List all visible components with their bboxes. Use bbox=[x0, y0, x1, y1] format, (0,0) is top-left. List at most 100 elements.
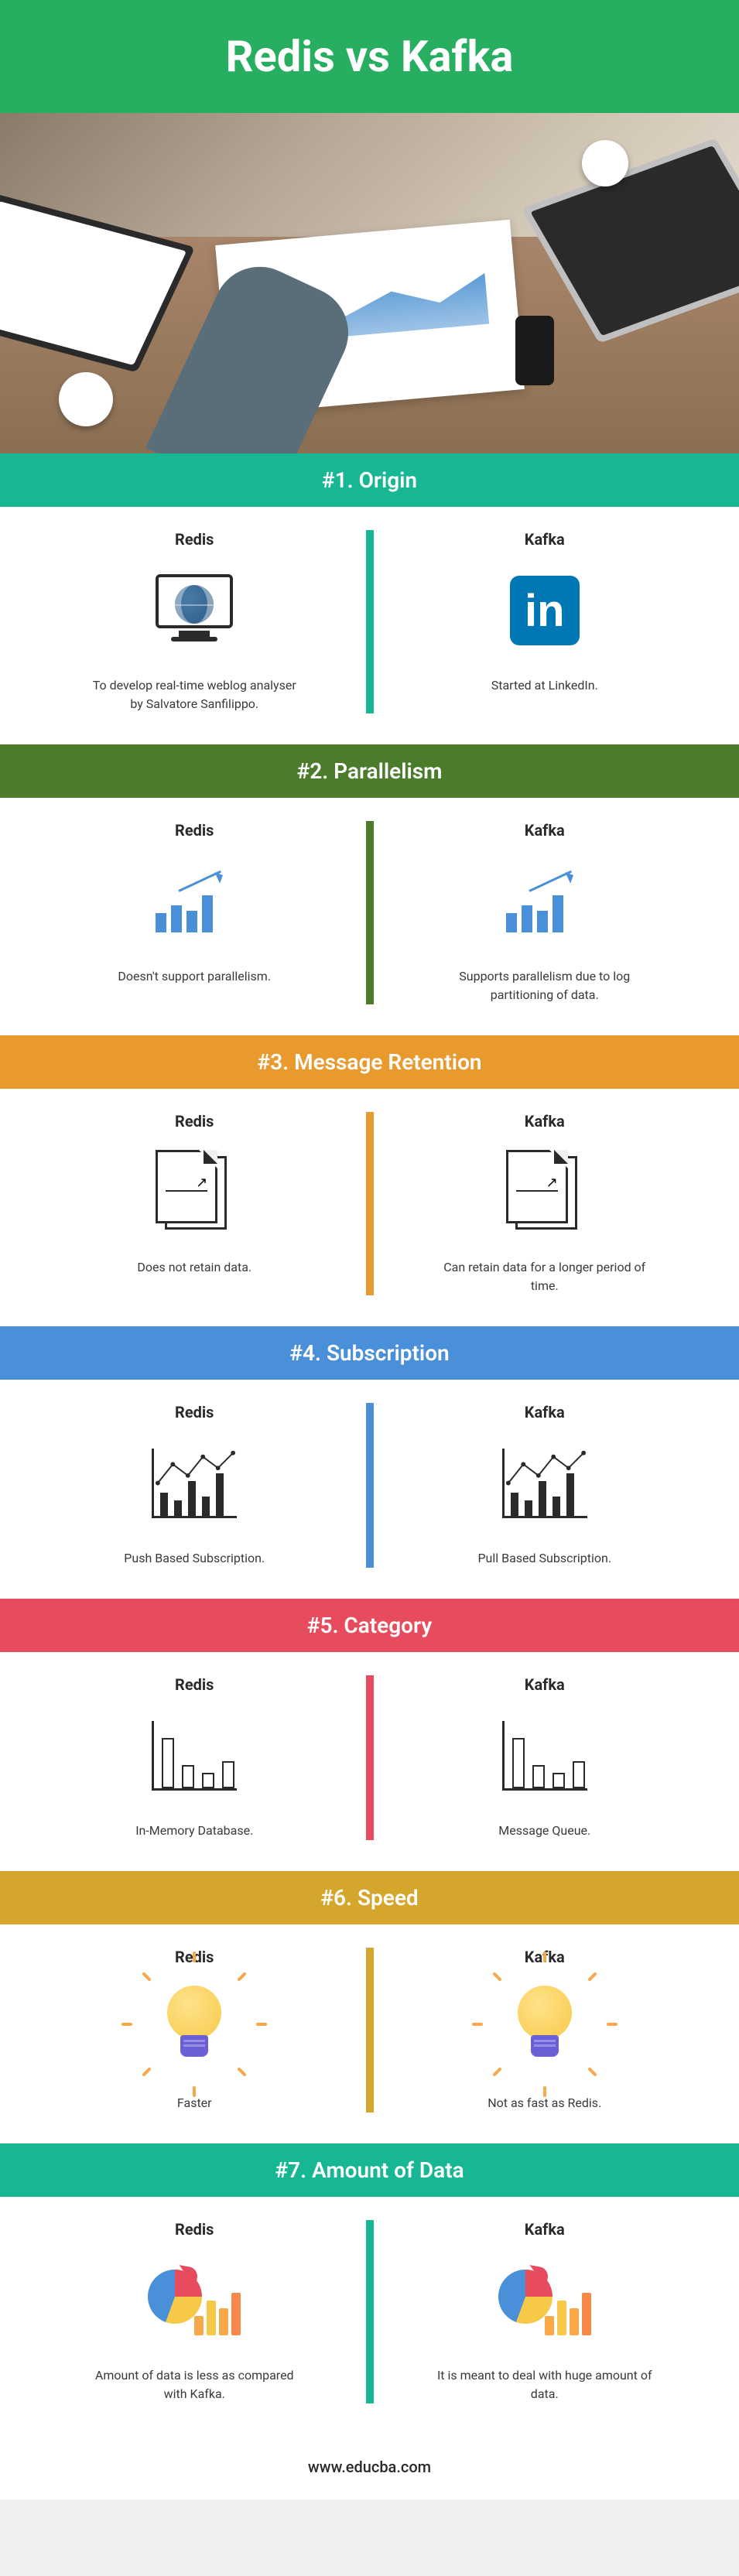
pie-bar-chart-icon bbox=[148, 2266, 241, 2335]
left-icon-wrap bbox=[148, 564, 241, 657]
section-header-retention: #3. Message Retention bbox=[0, 1035, 739, 1089]
section-header-parallelism: #2. Parallelism bbox=[0, 744, 739, 798]
document-chart-icon: ↗ bbox=[506, 1150, 583, 1235]
right-icon-wrap: in bbox=[498, 564, 591, 657]
document-chart-icon: ↗ bbox=[156, 1150, 233, 1235]
left-label: Redis bbox=[175, 530, 214, 549]
right-label: Kafka bbox=[525, 1403, 565, 1421]
section-header-data: #7. Amount of Data bbox=[0, 2143, 739, 2197]
right-description: Started at LinkedIn. bbox=[491, 676, 598, 695]
right-description: Can retain data for a longer period of t… bbox=[436, 1258, 653, 1295]
compare-row-subscription: Redis Push Based Subscription. Kafka Pull B… bbox=[0, 1380, 739, 1599]
left-label: Redis bbox=[175, 2220, 214, 2239]
right-icon-wrap bbox=[498, 2254, 591, 2347]
left-column: Redis Doesn't support parallelism. bbox=[31, 821, 358, 1004]
section-header-category: #5. Category bbox=[0, 1599, 739, 1652]
left-icon-wrap bbox=[148, 855, 241, 948]
right-description: Message Queue. bbox=[498, 1822, 590, 1840]
compare-row-retention: Redis ↗ Does not retain data. Kafka ↗ Can ret… bbox=[0, 1089, 739, 1326]
growth-chart-icon bbox=[156, 871, 233, 932]
left-icon-wrap: ↗ bbox=[148, 1146, 241, 1239]
right-label: Kafka bbox=[525, 821, 565, 840]
divider bbox=[366, 2220, 374, 2403]
section-header-subscription: #4. Subscription bbox=[0, 1326, 739, 1380]
footer-url: www.educba.com bbox=[15, 2458, 724, 2476]
right-column: Kafka Message Queue. bbox=[381, 1675, 709, 1840]
infographic-page: Redis vs Kafka #1. Origin Redis To develop… bbox=[0, 0, 739, 2499]
compare-row-data: Redis Amount of data is less as compared … bbox=[0, 2197, 739, 2434]
right-icon-wrap bbox=[498, 855, 591, 948]
left-column: Redis To develop real-time weblog analyse… bbox=[31, 530, 358, 713]
right-column: Kafka It is meant to deal with huge amoun… bbox=[381, 2220, 709, 2403]
right-description: It is meant to deal with huge amount of … bbox=[436, 2366, 653, 2403]
compare-row-origin: Redis To develop real-time weblog analyse… bbox=[0, 507, 739, 744]
divider bbox=[366, 821, 374, 1004]
compare-row-category: Redis In-Memory Database. Kafka Message Que… bbox=[0, 1652, 739, 1871]
section-title: #6. Speed bbox=[15, 1885, 724, 1911]
monitor-globe-icon bbox=[152, 574, 237, 648]
right-icon-wrap: ↗ bbox=[498, 1146, 591, 1239]
left-description: Doesn't support parallelism. bbox=[118, 967, 271, 986]
lightbulb-icon bbox=[159, 1986, 229, 2071]
section-header-speed: #6. Speed bbox=[0, 1871, 739, 1924]
left-description: Amount of data is less as compared with … bbox=[86, 2366, 303, 2403]
bar-chart-icon bbox=[502, 1721, 587, 1791]
page-title: Redis vs Kafka bbox=[15, 31, 724, 82]
left-column: Redis In-Memory Database. bbox=[31, 1675, 358, 1840]
left-column: Redis Push Based Subscription. bbox=[31, 1403, 358, 1568]
left-icon-wrap bbox=[148, 1982, 241, 2075]
lightbulb-icon bbox=[510, 1986, 580, 2071]
left-icon-wrap bbox=[148, 1437, 241, 1530]
section-title: #2. Parallelism bbox=[15, 758, 724, 784]
left-label: Redis bbox=[175, 821, 214, 840]
left-description: Push Based Subscription. bbox=[124, 1549, 265, 1568]
section-title: #7. Amount of Data bbox=[15, 2157, 724, 2183]
divider bbox=[366, 1675, 374, 1840]
right-column: Kafka Supports parallelism due to log par… bbox=[381, 821, 709, 1004]
left-column: Redis ↗ Does not retain data. bbox=[31, 1112, 358, 1295]
divider bbox=[366, 530, 374, 713]
bar-chart-icon bbox=[152, 1721, 237, 1791]
left-label: Redis bbox=[175, 1403, 214, 1421]
right-label: Kafka bbox=[525, 530, 565, 549]
title-bar: Redis vs Kafka bbox=[0, 0, 739, 113]
right-icon-wrap bbox=[498, 1437, 591, 1530]
growth-chart-icon bbox=[506, 871, 583, 932]
right-description: Supports parallelism due to log partitio… bbox=[436, 967, 653, 1004]
hero-image bbox=[0, 113, 739, 453]
line-bar-chart-icon bbox=[152, 1449, 237, 1518]
right-description: Pull Based Subscription. bbox=[477, 1549, 611, 1568]
left-description: To develop real-time weblog analyser by … bbox=[86, 676, 303, 713]
left-label: Redis bbox=[175, 1112, 214, 1131]
divider bbox=[366, 1948, 374, 2112]
left-column: RedisFaster bbox=[31, 1948, 358, 2112]
right-column: Kafka in Started at LinkedIn. bbox=[381, 530, 709, 713]
linkedin-icon: in bbox=[510, 576, 580, 645]
footer: www.educba.com bbox=[0, 2434, 739, 2499]
pie-bar-chart-icon bbox=[498, 2266, 591, 2335]
right-label: Kafka bbox=[525, 1112, 565, 1131]
left-description: Does not retain data. bbox=[137, 1258, 251, 1277]
right-label: Kafka bbox=[525, 2220, 565, 2239]
left-icon-wrap bbox=[148, 1709, 241, 1802]
section-title: #4. Subscription bbox=[15, 1340, 724, 1366]
compare-row-speed: RedisFasterKafkaNot as fast as Redis. bbox=[0, 1924, 739, 2143]
right-column: Kafka Pull Based Subscription. bbox=[381, 1403, 709, 1568]
line-bar-chart-icon bbox=[502, 1449, 587, 1518]
section-title: #3. Message Retention bbox=[15, 1049, 724, 1075]
section-title: #5. Category bbox=[15, 1613, 724, 1638]
right-icon-wrap bbox=[498, 1982, 591, 2075]
compare-row-parallelism: Redis Doesn't support parallelism. Kafka Su… bbox=[0, 798, 739, 1035]
left-icon-wrap bbox=[148, 2254, 241, 2347]
divider bbox=[366, 1403, 374, 1568]
right-icon-wrap bbox=[498, 1709, 591, 1802]
left-description: In-Memory Database. bbox=[135, 1822, 253, 1840]
left-label: Redis bbox=[175, 1675, 214, 1694]
divider bbox=[366, 1112, 374, 1295]
right-label: Kafka bbox=[525, 1675, 565, 1694]
right-column: Kafka ↗ Can retain data for a longer perio… bbox=[381, 1112, 709, 1295]
left-column: Redis Amount of data is less as compared … bbox=[31, 2220, 358, 2403]
section-header-origin: #1. Origin bbox=[0, 453, 739, 507]
right-column: KafkaNot as fast as Redis. bbox=[381, 1948, 709, 2112]
section-title: #1. Origin bbox=[15, 467, 724, 493]
